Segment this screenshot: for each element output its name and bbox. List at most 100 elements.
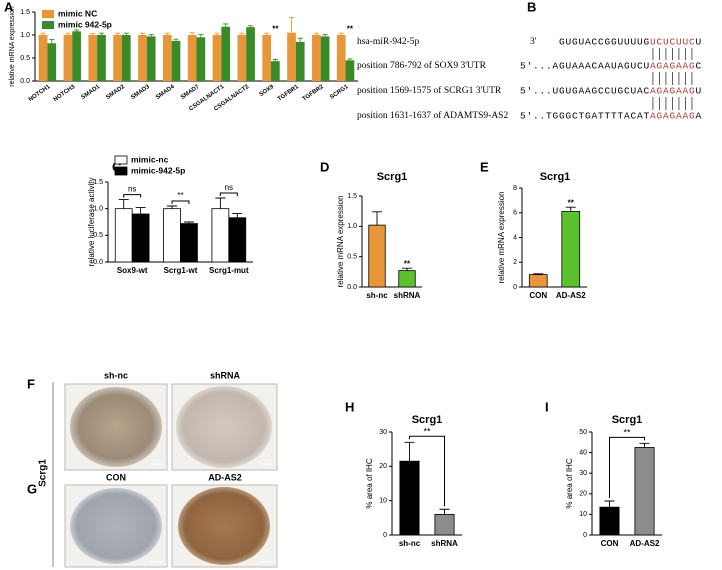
alignment-prefix: 3' xyxy=(530,37,537,47)
error-bar xyxy=(139,32,146,35)
x-tick-label: SOX9 xyxy=(259,84,276,98)
alignment-suffix: C xyxy=(696,61,703,72)
panel-letter: B xyxy=(527,0,536,14)
x-tick-label: SMAD2 xyxy=(105,84,126,101)
error-bar xyxy=(297,37,303,42)
y-tick-label: 30 xyxy=(579,470,587,477)
alignment-seq: 5'..TGGGCTGATTTTACAT xyxy=(520,111,650,122)
x-tick-label: AD-AS2 xyxy=(630,539,660,548)
ihc-tissue xyxy=(70,387,162,467)
bar xyxy=(399,460,420,536)
error-bar xyxy=(232,213,243,218)
y-tick-label: 0.5 xyxy=(93,232,103,239)
error-bar xyxy=(123,32,129,35)
bar xyxy=(634,447,655,536)
error-bar xyxy=(223,23,229,27)
y-tick-label: 0 xyxy=(583,532,587,539)
error-bar xyxy=(565,206,576,212)
x-tick-label: NOTCH3 xyxy=(53,84,77,103)
x-tick-label: SMAD7 xyxy=(180,84,201,101)
x-tick-label: Scrg1-mut xyxy=(209,266,249,275)
y-tick-label: 0.5 xyxy=(20,55,30,62)
significance-label: ns xyxy=(128,185,136,194)
error-bar xyxy=(322,34,328,37)
x-tick-label: SCRG1 xyxy=(329,84,350,101)
bar xyxy=(113,35,122,81)
significance-label: ** xyxy=(423,427,431,437)
bar xyxy=(561,211,581,288)
alignment-highlight: AGAGAAG xyxy=(650,111,696,122)
x-tick-label: Sox9-wt xyxy=(117,266,148,275)
x-tick-label: AD-AS2 xyxy=(556,291,586,300)
panel-letter: E xyxy=(480,159,489,174)
significance-label: ** xyxy=(177,191,183,200)
chart-title: Scrg1 xyxy=(540,171,571,183)
error-bar xyxy=(372,211,382,226)
alignment-suffix: A xyxy=(696,111,703,122)
y-tick-label: 1.5 xyxy=(20,9,30,16)
legend-swatch xyxy=(114,155,128,165)
x-tick-label: SMAD1 xyxy=(81,84,102,101)
alignment-label: position 786-792 of SOX9 3'UTR xyxy=(357,60,487,71)
x-tick-label: TGFBR1 xyxy=(277,84,301,103)
panel-letter: G xyxy=(27,481,37,496)
bar xyxy=(63,35,73,81)
legend-label: mimic-nc xyxy=(131,154,169,164)
bar xyxy=(528,274,548,288)
significance-label: ** xyxy=(404,259,411,268)
bar xyxy=(212,35,222,81)
error-bar xyxy=(164,32,170,35)
bar xyxy=(131,213,150,263)
significance-label: ** xyxy=(347,24,354,33)
alignment-seq: 5'...AGUAAACAAUAGUCU xyxy=(520,61,650,72)
x-tick-label: shRNA xyxy=(431,539,458,548)
y-tick-label: 2 xyxy=(513,259,517,266)
x-tick-label: SMAD3 xyxy=(130,84,151,101)
ihc-tissue xyxy=(70,488,162,564)
significance-label: ** xyxy=(272,24,279,33)
bar xyxy=(72,31,81,81)
bar xyxy=(162,35,172,81)
y-tick-label: 8 xyxy=(513,185,517,192)
x-tick-label: Scrg1-wt xyxy=(164,266,198,275)
y-tick-label: 1.5 xyxy=(93,179,103,186)
alignment-highlight: UCUCUUC xyxy=(650,37,696,48)
y-tick-label: 20 xyxy=(379,463,387,470)
error-bar xyxy=(148,34,154,37)
ihc-label: shRNA xyxy=(210,370,241,380)
error-bar xyxy=(439,508,450,515)
bar xyxy=(121,35,131,81)
bar xyxy=(246,27,255,81)
panel-letter: F xyxy=(27,376,35,391)
y-tick-label: 1.0 xyxy=(20,32,30,39)
error-bar xyxy=(189,32,195,35)
ihc-label: CON xyxy=(106,472,126,482)
error-bar xyxy=(404,441,415,462)
bar xyxy=(295,41,305,81)
x-tick-label: CON xyxy=(529,291,547,300)
bar xyxy=(180,223,198,263)
error-bar xyxy=(135,207,146,214)
y-tick-label: 50 xyxy=(579,429,587,436)
significance-label: ** xyxy=(623,428,631,438)
error-bar xyxy=(198,34,204,38)
y-tick-label: 1.0 xyxy=(93,206,103,213)
bar xyxy=(47,43,57,81)
bar xyxy=(211,208,230,263)
error-bar xyxy=(214,32,220,35)
alignment-label: position 1631-1637 of ADAMTS9-AS2 xyxy=(357,110,508,121)
x-tick-label: SMAD4 xyxy=(155,84,176,101)
chart-title: Scrg1 xyxy=(412,414,443,426)
y-tick-label: 20 xyxy=(579,491,587,498)
x-tick-label: sh-nc xyxy=(399,539,421,548)
significance-bracket xyxy=(219,192,238,196)
error-bar xyxy=(288,17,295,33)
x-tick-label: sh-nc xyxy=(366,291,388,300)
ihc-tissue xyxy=(176,386,272,468)
significance-label: ns xyxy=(225,183,233,192)
bar xyxy=(196,37,206,81)
bar xyxy=(398,270,416,288)
ihc-label: sh-nc xyxy=(104,370,128,380)
error-bar xyxy=(338,32,344,35)
